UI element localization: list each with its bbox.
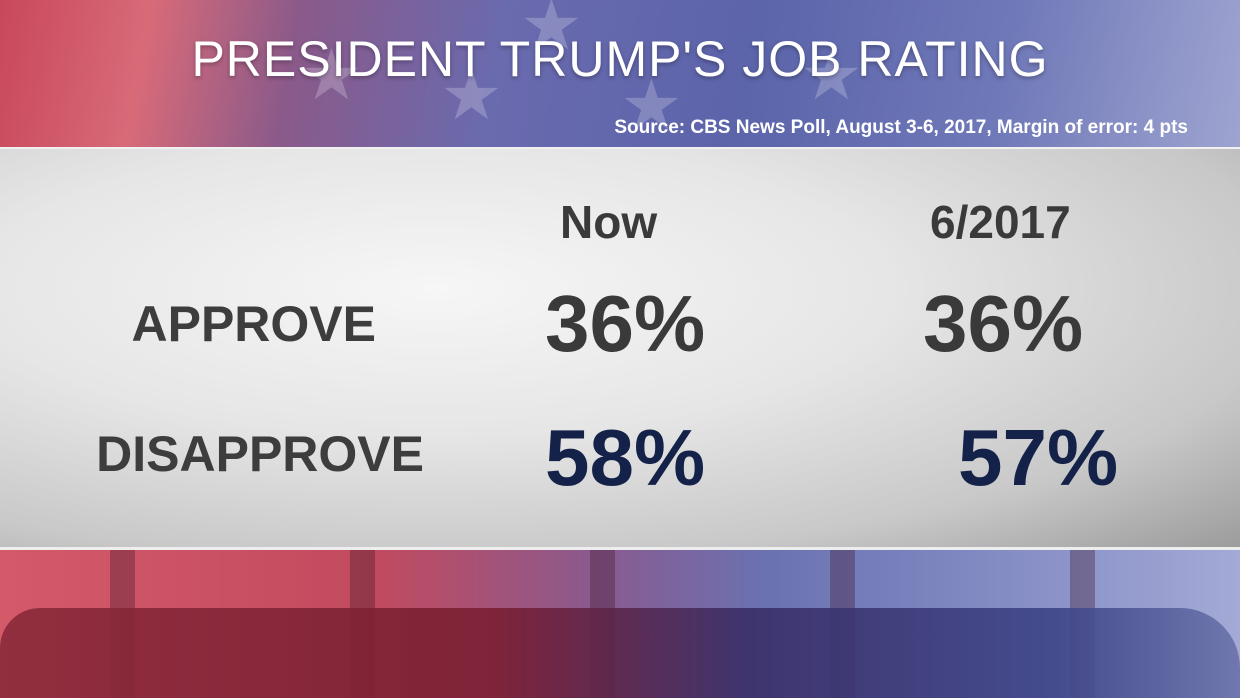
star-icon: ★ — [800, 36, 863, 114]
flag-header: ★ ★ ★ ★ ★ PRESIDENT TRUMP'S JOB RATING S… — [0, 0, 1240, 147]
row-label-approve: APPROVE — [131, 296, 376, 352]
white-house-background — [0, 550, 1240, 698]
disapprove-june-value: 57% — [958, 413, 1119, 502]
row-label-disapprove: DISAPPROVE — [96, 426, 424, 482]
source-note: Source: CBS News Poll, August 3-6, 2017,… — [614, 117, 1188, 138]
results-panel — [0, 147, 1240, 550]
disapprove-now-value: 58% — [545, 413, 706, 502]
star-icon: ★ — [520, 0, 583, 64]
approve-june-value: 36% — [923, 279, 1084, 368]
star-icon: ★ — [620, 66, 683, 144]
column-header-now: Now — [560, 196, 658, 248]
approve-now-value: 36% — [545, 279, 706, 368]
star-icon: ★ — [440, 56, 503, 134]
chart-title: PRESIDENT TRUMP'S JOB RATING — [191, 31, 1049, 87]
star-icon: ★ — [300, 36, 363, 114]
trees-silhouette — [0, 608, 1240, 698]
column-header-june-2017: 6/2017 — [930, 196, 1071, 248]
